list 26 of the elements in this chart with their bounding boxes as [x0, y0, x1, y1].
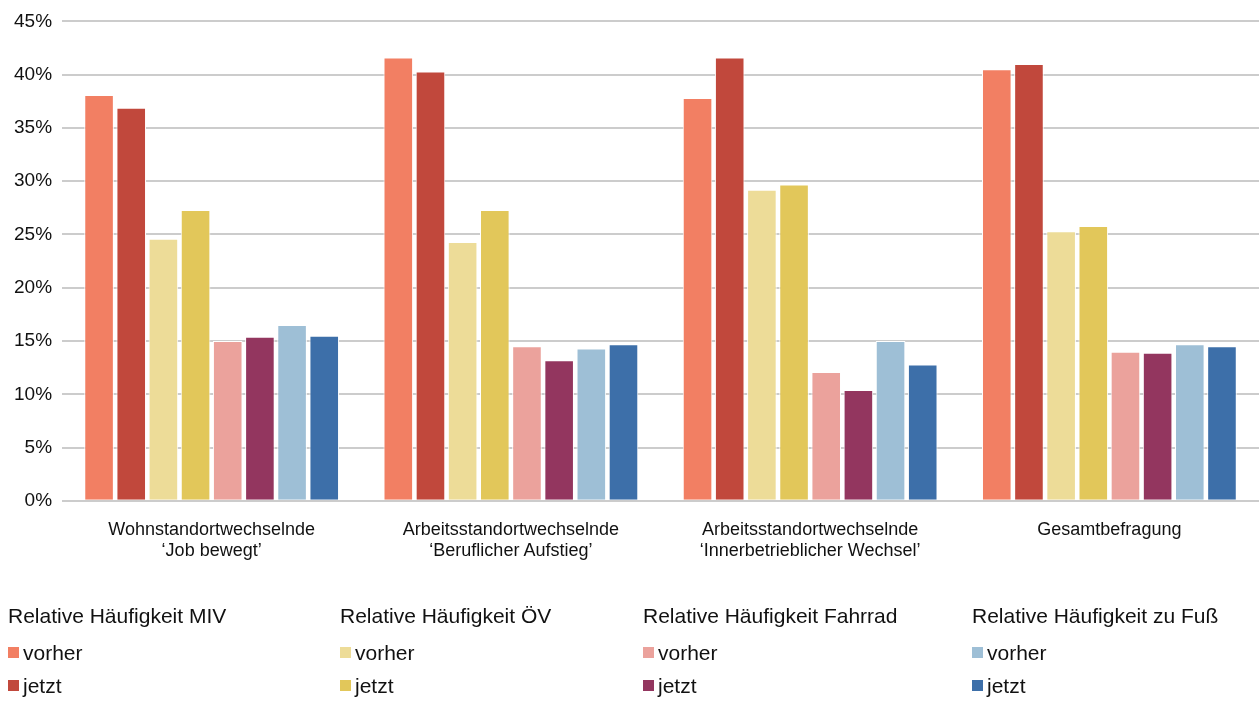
y-tick-label: 15%: [14, 329, 53, 351]
x-tick-label: Arbeitsstandortwechselnde ‘Beruflicher Aufstieg’: [402, 518, 619, 561]
y-tick-label: 25%: [14, 222, 53, 244]
legend-label: jetzt: [355, 673, 394, 698]
text: Relative Häufigkeit MIV: [8, 604, 227, 627]
legend-label: jetzt: [987, 673, 1026, 698]
legend-label: vorher: [355, 640, 415, 665]
legend-label: vorher: [658, 640, 718, 665]
legend-label: jetzt: [23, 673, 62, 698]
x-tick-label: Gesamtbefragung: [1037, 518, 1182, 539]
y-tick-label: 40%: [14, 62, 53, 84]
y-tick-label: 20%: [14, 275, 53, 297]
text: Relative Häufigkeit Fahrrad: [643, 604, 898, 627]
y-tick-label: 30%: [14, 169, 53, 191]
y-tick-label: 10%: [14, 382, 53, 404]
y-tick-label: 0%: [24, 489, 53, 511]
x-tick-label: Wohnstandortwechselnde ‘Job bewegt’: [108, 518, 316, 561]
legend-label: jetzt: [658, 673, 697, 698]
legend-label: vorher: [23, 640, 83, 665]
y-tick-label: 35%: [14, 116, 53, 138]
legend-label: vorher: [987, 640, 1047, 665]
y-tick-label: 45%: [14, 9, 53, 31]
y-tick-label: 5%: [24, 435, 53, 457]
text: Relative Häufigkeit zu Fuß: [972, 604, 1219, 627]
text: Relative Häufigkeit ÖV: [340, 604, 552, 627]
x-tick-label: Arbeitsstandortwechselnde ‘Innerbetrieblicher Wechsel’: [699, 518, 921, 561]
